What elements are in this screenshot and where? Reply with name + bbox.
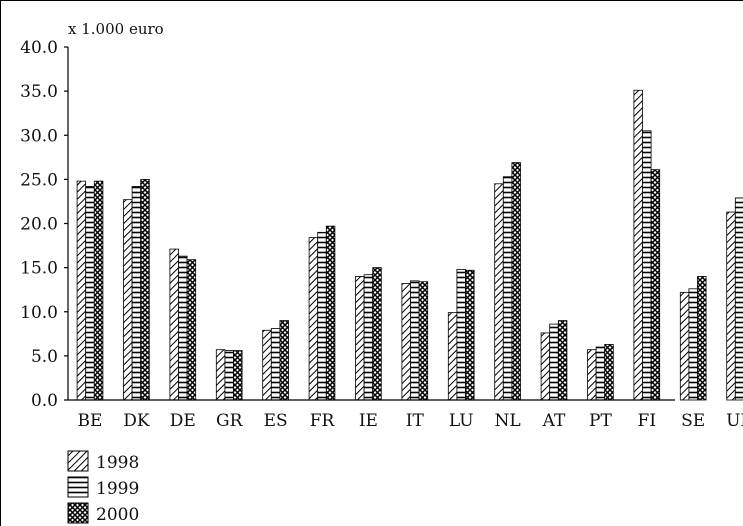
x-tick-label-lu: LU bbox=[449, 411, 474, 431]
bar-pt-1998 bbox=[587, 349, 597, 401]
y-axis: 0.0 5.0 10.0 15.0 20.0 25.0 30.0 35.0 40.0 bbox=[20, 38, 69, 411]
bar-lu-1998 bbox=[447, 312, 458, 401]
bar-pt-2000 bbox=[604, 344, 614, 401]
y-tick-label: 20.0 bbox=[20, 215, 58, 235]
x-tick-label-it: IT bbox=[406, 411, 425, 431]
x-tick-label-de: DE bbox=[170, 411, 196, 431]
x-tick-label-uk: UK bbox=[726, 411, 743, 431]
bar-de-1999 bbox=[178, 255, 188, 401]
y-tick-label: 25.0 bbox=[20, 170, 58, 190]
bar-lu-1999 bbox=[456, 268, 466, 401]
bar-nl-1999 bbox=[502, 176, 513, 401]
bar-gr-2000 bbox=[233, 350, 243, 401]
bar-it-1998 bbox=[401, 283, 411, 401]
bar-it-1999 bbox=[410, 280, 420, 401]
y-tick-label: 0.0 bbox=[31, 391, 58, 411]
y-tick-label: 35.0 bbox=[20, 82, 58, 102]
x-tick-label-nl: NL bbox=[495, 411, 521, 431]
bar-it-2000 bbox=[418, 281, 429, 401]
bar-ie-1998 bbox=[355, 276, 365, 401]
bar-es-2000 bbox=[279, 320, 289, 401]
bar-fr-1998 bbox=[308, 237, 319, 401]
bar-at-1999 bbox=[549, 323, 559, 401]
bar-be-1999 bbox=[85, 186, 95, 401]
x-tick-label-be: BE bbox=[78, 411, 103, 431]
legend-label-1998: 1998 bbox=[96, 453, 139, 473]
y-tick-label: 15.0 bbox=[20, 259, 58, 279]
bar-uk-1998 bbox=[726, 211, 736, 401]
y-tick-label: 40.0 bbox=[20, 38, 58, 58]
bar-at-2000 bbox=[557, 320, 568, 401]
bar-dk-1998 bbox=[123, 199, 133, 401]
x-tick-label-gr: GR bbox=[216, 411, 244, 431]
bar-de-2000 bbox=[186, 259, 197, 401]
bars-group bbox=[76, 89, 743, 401]
x-axis: BE DK DE GR ES FR IE IT LU NL AT PT FI SE UK bbox=[68, 399, 743, 431]
y-tick-label: 30.0 bbox=[20, 126, 58, 146]
x-tick-label-fi: FI bbox=[638, 411, 657, 431]
bar-fi-2000 bbox=[650, 169, 661, 401]
bar-es-1998 bbox=[262, 329, 272, 401]
bar-fi-1998 bbox=[633, 89, 643, 401]
x-tick-label-ie: IE bbox=[359, 411, 378, 431]
y-tick-label: 10.0 bbox=[20, 303, 58, 323]
x-tick-label-es: ES bbox=[264, 411, 288, 431]
x-tick-label-at: AT bbox=[542, 411, 566, 431]
bar-gr-1998 bbox=[215, 349, 226, 401]
legend-label-1999: 1999 bbox=[96, 479, 139, 499]
legend-label-2000: 2000 bbox=[96, 505, 139, 525]
bar-be-2000 bbox=[93, 180, 104, 401]
bar-se-2000 bbox=[697, 276, 707, 401]
y-tick-label: 5.0 bbox=[31, 347, 58, 367]
legend-swatch-2000 bbox=[67, 502, 89, 524]
x-tick-label-pt: PT bbox=[589, 411, 612, 431]
bar-se-1999 bbox=[688, 288, 698, 401]
bar-lu-2000 bbox=[465, 269, 475, 401]
bar-fi-1999 bbox=[642, 130, 652, 401]
bar-se-1998 bbox=[679, 291, 690, 401]
x-tick-label-fr: FR bbox=[310, 411, 336, 431]
bar-at-1998 bbox=[540, 332, 551, 401]
x-tick-label-se: SE bbox=[681, 411, 705, 431]
legend: 1998 1999 2000 bbox=[67, 450, 139, 525]
bar-pt-1999 bbox=[595, 346, 606, 401]
bar-ie-1999 bbox=[363, 274, 374, 401]
unit-label: x 1.000 euro bbox=[68, 20, 164, 38]
bar-dk-1999 bbox=[131, 186, 142, 401]
bar-fr-1999 bbox=[317, 231, 327, 401]
legend-swatch-1999 bbox=[67, 476, 89, 498]
bar-nl-1998 bbox=[494, 183, 504, 401]
bar-nl-2000 bbox=[511, 162, 521, 401]
legend-swatch-1998 bbox=[67, 450, 89, 472]
bar-be-1998 bbox=[76, 180, 87, 401]
bar-de-1998 bbox=[169, 248, 179, 401]
x-tick-label-dk: DK bbox=[123, 411, 150, 431]
bar-uk-1999 bbox=[734, 197, 743, 401]
bar-ie-2000 bbox=[372, 267, 382, 401]
bar-fr-2000 bbox=[325, 225, 336, 401]
bar-es-1999 bbox=[270, 328, 281, 401]
bar-dk-2000 bbox=[140, 178, 150, 401]
bar-gr-1999 bbox=[224, 350, 234, 401]
